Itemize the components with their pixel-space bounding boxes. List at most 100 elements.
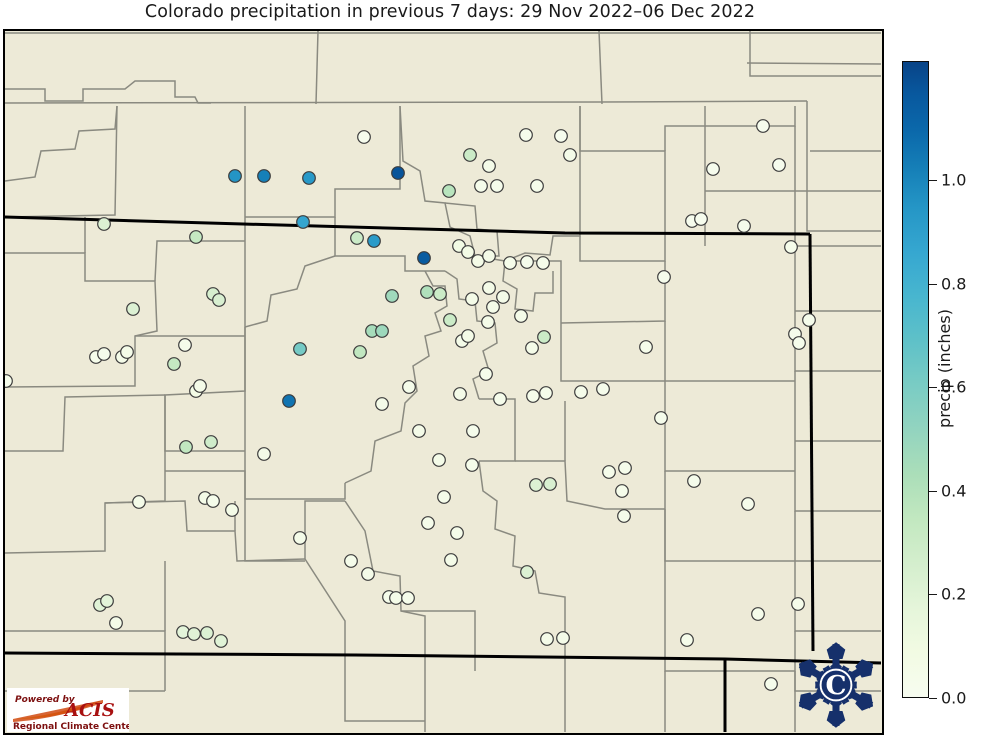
station-marker <box>792 336 806 350</box>
colorbar-tick-label: 0.8 <box>941 274 967 294</box>
station-marker <box>687 474 701 488</box>
station-marker <box>791 597 805 611</box>
county-boundaries <box>5 31 881 732</box>
station-marker <box>574 385 588 399</box>
station-marker <box>465 458 479 472</box>
station-marker <box>706 162 720 176</box>
station-marker <box>257 169 271 183</box>
station-marker <box>764 677 778 691</box>
station-marker <box>120 345 134 359</box>
station-marker <box>530 179 544 193</box>
station-marker <box>179 440 193 454</box>
station-marker <box>639 340 653 354</box>
station-marker <box>391 166 405 180</box>
station-marker <box>361 567 375 581</box>
station-marker <box>385 289 399 303</box>
colorbar-gradient <box>902 61 929 698</box>
colorbar-axis-label: precip (inches) <box>930 0 958 737</box>
colorbar-tick-mark <box>929 387 937 389</box>
station-marker <box>540 632 554 646</box>
station-marker <box>433 287 447 301</box>
station-marker <box>602 465 616 479</box>
station-marker <box>302 171 316 185</box>
station-marker <box>756 119 770 133</box>
station-marker <box>520 565 534 579</box>
station-marker <box>412 424 426 438</box>
station-marker <box>228 169 242 183</box>
colorbar-tick-label: 0.0 <box>941 688 967 708</box>
station-marker <box>465 292 479 306</box>
station-marker <box>737 219 751 233</box>
station-marker <box>463 148 477 162</box>
station-marker <box>450 526 464 540</box>
station-marker <box>212 293 226 307</box>
station-marker <box>526 389 540 403</box>
station-marker <box>296 215 310 229</box>
station-marker <box>596 382 610 396</box>
station-marker <box>741 497 755 511</box>
station-marker <box>654 411 668 425</box>
station-marker <box>353 345 367 359</box>
station-marker <box>493 392 507 406</box>
station-marker <box>187 627 201 641</box>
acis-subtitle: Regional Climate Centers <box>13 722 129 732</box>
colorbar-tick-label: 0.4 <box>941 481 967 501</box>
station-marker <box>282 394 296 408</box>
station-marker <box>375 397 389 411</box>
station-marker <box>443 313 457 327</box>
station-marker <box>772 158 786 172</box>
colorbar-tick-label: 0.6 <box>941 377 967 397</box>
station-marker <box>293 531 307 545</box>
station-markers <box>5 119 816 691</box>
station-marker <box>537 330 551 344</box>
station-marker <box>563 148 577 162</box>
acis-wordmark: ACIS <box>63 700 115 721</box>
station-marker <box>421 516 435 530</box>
station-marker <box>536 256 550 270</box>
station-marker <box>461 245 475 259</box>
station-marker <box>802 313 816 327</box>
colorbar-axis-label-text: precip (inches) <box>934 309 954 428</box>
colorado-climate-center-snowflake-logo: C <box>792 641 880 729</box>
station-marker <box>466 424 480 438</box>
station-marker <box>100 594 114 608</box>
station-marker <box>401 591 415 605</box>
station-marker <box>442 184 456 198</box>
colorbar-tick-mark <box>929 594 937 596</box>
station-marker <box>97 347 111 361</box>
station-marker <box>680 633 694 647</box>
station-marker <box>189 230 203 244</box>
station-marker <box>474 179 488 193</box>
acis-powered-by: Powered by <box>15 695 76 705</box>
station-marker <box>193 379 207 393</box>
station-marker <box>486 300 500 314</box>
station-marker <box>432 453 446 467</box>
station-marker <box>257 447 271 461</box>
station-marker <box>444 553 458 567</box>
station-marker <box>453 387 467 401</box>
station-marker <box>200 626 214 640</box>
station-marker <box>214 634 228 648</box>
station-marker <box>657 270 671 284</box>
station-marker <box>618 461 632 475</box>
station-marker <box>132 495 146 509</box>
colorbar-tick-mark <box>929 283 937 285</box>
station-marker <box>293 342 307 356</box>
station-marker <box>529 478 543 492</box>
station-marker <box>496 290 510 304</box>
station-marker <box>482 281 496 295</box>
station-marker <box>482 159 496 173</box>
station-marker <box>461 329 475 343</box>
station-marker <box>178 338 192 352</box>
station-marker <box>126 302 140 316</box>
station-marker <box>417 251 431 265</box>
station-marker <box>225 503 239 517</box>
colorado-map <box>5 31 881 732</box>
state-boundaries <box>5 215 881 732</box>
acis-logo: Powered by ACIS Regional Climate Centers <box>7 688 129 732</box>
colorbar: 0.0 0.2 0.4 0.6 0.8 1.0 <box>902 61 966 708</box>
station-marker <box>479 367 493 381</box>
station-marker <box>751 607 765 621</box>
station-marker <box>784 240 798 254</box>
